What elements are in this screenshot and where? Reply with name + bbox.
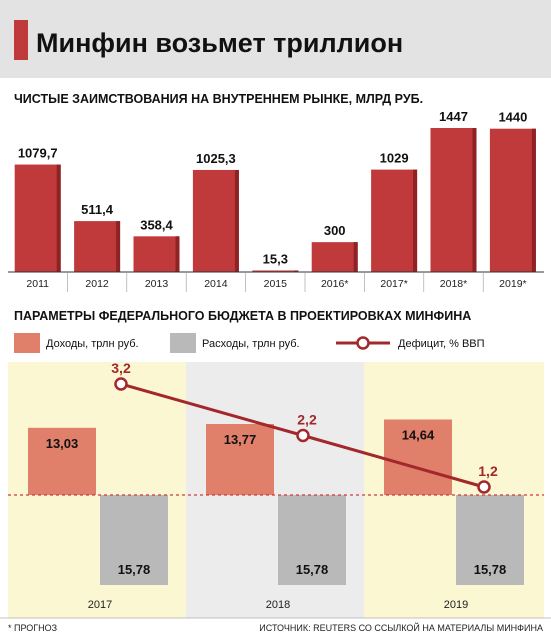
borrowing-category-label: 2011 — [26, 278, 49, 290]
income-bar — [384, 419, 452, 495]
expense-bar — [100, 495, 168, 585]
borrowing-bar-shade — [531, 128, 536, 272]
borrowing-bar-shade — [56, 164, 61, 272]
legend-swatch-income — [14, 333, 40, 353]
borrowing-category-labels: 2011 2012 2013 2014 2015 2016* 2017* 2018* 2019* — [26, 272, 527, 292]
deficit-line: 3,2 2,2 1,2 — [111, 360, 498, 494]
borrowing-bar — [430, 128, 477, 272]
deficit-value-label: 1,2 — [478, 463, 498, 479]
budget-bars: 13,03 15,78 13,77 15,78 14,64 15,78 — [28, 419, 524, 585]
borrowing-value-label: 300 — [324, 223, 346, 238]
expense-value-label: 15,78 — [118, 562, 151, 577]
borrowing-bar — [252, 270, 299, 272]
borrowing-value-label: 1440 — [498, 110, 527, 125]
legend: Доходы, трлн руб. Расходы, трлн руб. Деф… — [14, 333, 485, 353]
deficit-point — [296, 428, 310, 443]
income-value-label: 14,64 — [402, 428, 435, 443]
borrowing-value-label: 1025,3 — [196, 151, 236, 166]
forecast-note: * ПРОГНОЗ — [8, 623, 57, 633]
borrowing-category-label: 2012 — [85, 278, 109, 290]
borrowing-bars — [14, 128, 536, 272]
deficit-value-label: 2,2 — [297, 412, 317, 428]
borrowing-bar-shade — [413, 169, 418, 272]
budget-category-label: 2018 — [266, 599, 290, 611]
borrowing-bar — [311, 242, 358, 272]
borrowing-value-label: 1029 — [380, 151, 409, 166]
borrowing-bar-shade — [353, 242, 358, 272]
borrowing-bar — [133, 236, 180, 272]
expense-bar — [278, 495, 346, 585]
borrowing-bar-shade — [234, 169, 239, 272]
expense-value-label: 15,78 — [474, 562, 507, 577]
deficit-point — [114, 377, 128, 391]
borrowing-bar-shade — [116, 221, 121, 272]
borrowing-category-label: 2016* — [321, 278, 348, 290]
income-bar — [206, 424, 274, 495]
borrowing-bar-shade — [472, 128, 477, 272]
borrowing-bar-shade — [175, 236, 180, 272]
deficit-value-label: 3,2 — [111, 360, 131, 376]
income-value-label: 13,77 — [224, 432, 257, 447]
income-bar — [28, 427, 96, 495]
borrowing-category-label: 2019* — [499, 278, 526, 290]
borrowing-bar-shade — [294, 270, 299, 272]
borrowing-bar — [489, 128, 536, 272]
borrowing-value-labels: 1079,7 511,4 358,4 1025,3 15,3 300 1029 1447 144… — [18, 109, 528, 266]
borrowing-value-label: 1447 — [439, 109, 468, 124]
borrowing-category-label: 2017* — [380, 278, 407, 290]
expense-value-label: 15,78 — [296, 562, 329, 577]
expense-bar — [456, 495, 524, 585]
budget-category-label: 2017 — [88, 599, 112, 611]
legend-label-deficit: Дефицит, % ВВП — [398, 338, 485, 350]
borrowing-bar — [74, 221, 121, 272]
borrowing-bar — [371, 169, 418, 272]
legend-label-expense: Расходы, трлн руб. — [202, 338, 300, 350]
borrowing-bar — [192, 169, 239, 272]
borrowing-category-label: 2018* — [440, 278, 467, 290]
budget-category-labels: 2017 2018 2019 — [88, 599, 468, 611]
legend-label-income: Доходы, трлн руб. — [46, 338, 139, 350]
borrowing-value-label: 511,4 — [81, 202, 114, 217]
borrowing-value-label: 1079,7 — [18, 146, 58, 161]
header-band — [0, 0, 551, 78]
source-note: ИСТОЧНИК: REUTERS СО ССЫЛКОЙ НА МАТЕРИАЛ… — [259, 622, 543, 633]
borrowing-category-label: 2014 — [204, 278, 228, 290]
borrowing-value-label: 15,3 — [263, 251, 288, 266]
page-title: Минфин возьмет триллион — [36, 28, 403, 58]
borrowing-chart-title: ЧИСТЫЕ ЗАИМСТВОВАНИЯ НА ВНУТРЕННЕМ РЫНКЕ… — [14, 92, 423, 106]
legend-swatch-expense — [170, 333, 196, 353]
header-accent — [14, 20, 28, 60]
borrowing-bar — [14, 164, 61, 272]
budget-category-label: 2019 — [444, 599, 468, 611]
borrowing-value-label: 358,4 — [140, 217, 173, 232]
budget-chart-title: ПАРАМЕТРЫ ФЕДЕРАЛЬНОГО БЮДЖЕТА В ПРОЕКТИ… — [14, 309, 471, 323]
legend-marker-deficit — [356, 336, 370, 350]
borrowing-category-label: 2015 — [264, 278, 288, 290]
deficit-point — [477, 480, 491, 494]
borrowing-category-label: 2013 — [145, 278, 169, 290]
income-value-label: 13,03 — [46, 436, 79, 451]
